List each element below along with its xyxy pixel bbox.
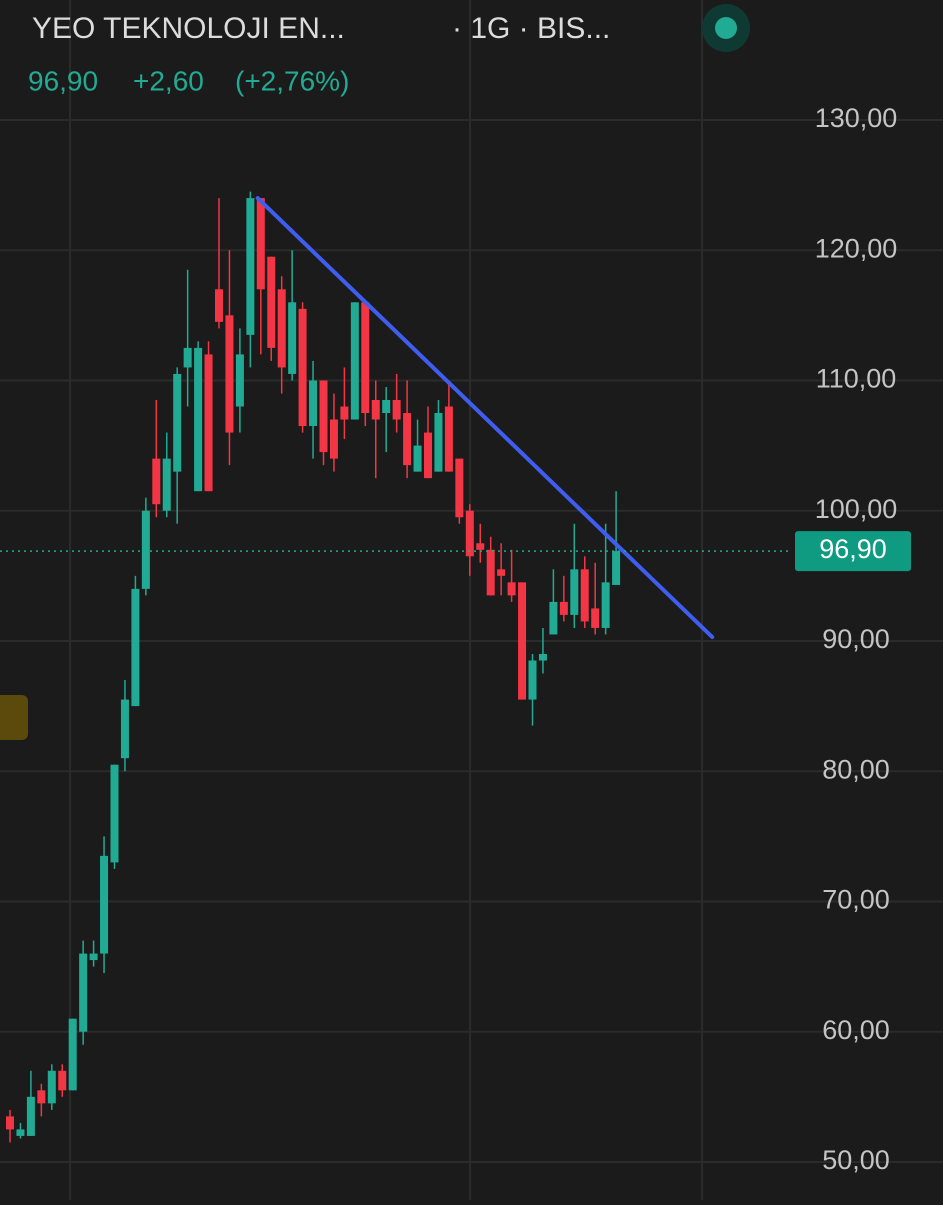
candle-body <box>601 582 610 628</box>
candle-body <box>235 354 244 407</box>
candle-body <box>538 653 547 661</box>
candle-body <box>183 347 192 368</box>
candle-body <box>79 953 88 1032</box>
y-tick-label: 70,00 <box>822 885 890 915</box>
candle-body <box>570 569 579 615</box>
change: +2,60 <box>133 65 204 96</box>
candle-body <box>246 198 255 335</box>
last-price-box <box>795 531 911 572</box>
y-tick-label: 110,00 <box>816 364 897 394</box>
candle-body <box>319 380 328 453</box>
plot: 50,00 60,00 70,00 80,00 90,00 100,00 110,00 120… <box>0 103 943 1175</box>
candle-body <box>371 400 380 420</box>
candle-body <box>288 302 297 374</box>
candle-body <box>204 354 213 492</box>
candle-body <box>277 289 286 368</box>
candle-body <box>194 347 203 492</box>
y-tick-label: 90,00 <box>822 624 890 654</box>
candle-body <box>47 1070 56 1104</box>
y-tick-label: 100,00 <box>815 494 898 524</box>
candle-body <box>256 198 265 290</box>
symbol: YEO TEKNOLOJI EN... <box>32 12 345 45</box>
candle-body <box>162 458 171 511</box>
candle-body <box>455 458 464 518</box>
candle-body <box>580 569 589 622</box>
side-marker <box>0 695 28 740</box>
interval: · 1G · BIS... <box>452 12 610 45</box>
candle-body <box>361 302 370 414</box>
candle-body <box>434 413 443 472</box>
trendline <box>255 196 715 640</box>
candle-body <box>329 419 338 459</box>
last-price-label: 96,90 <box>819 534 887 564</box>
y-tick-label: 60,00 <box>822 1015 890 1045</box>
candle-body <box>225 315 234 433</box>
y-tick-label: 80,00 <box>822 754 890 784</box>
change-pct: (+2,76%) <box>235 65 349 96</box>
candle-body <box>340 406 349 420</box>
candle-body <box>444 406 453 472</box>
candle-body <box>120 699 129 759</box>
candle-body <box>528 660 537 700</box>
candle-body <box>298 308 307 427</box>
candle-body <box>173 373 182 472</box>
candle-body <box>413 445 422 472</box>
candle-body <box>152 458 161 505</box>
candle-body <box>392 400 401 420</box>
candle-body <box>424 432 432 479</box>
candle-body <box>403 413 412 466</box>
candle-body <box>612 551 621 585</box>
candle-body <box>382 400 391 414</box>
candle-body <box>559 601 568 615</box>
grid <box>69 0 703 1200</box>
candle-body <box>6 1116 14 1130</box>
candle-body <box>68 1018 77 1091</box>
status-dot <box>715 17 737 39</box>
candle-body <box>309 380 318 427</box>
candle-body <box>591 608 600 628</box>
candle-body <box>16 1129 25 1136</box>
candle-body <box>89 953 98 961</box>
y-tick-label: 120,00 <box>815 233 898 263</box>
candle-body <box>549 601 558 635</box>
candle-body <box>100 855 109 954</box>
candle-body <box>497 569 506 576</box>
candle-body <box>141 510 150 589</box>
candle-body <box>215 289 223 322</box>
candle-body <box>350 302 359 420</box>
candle-body <box>507 582 516 596</box>
candle-body <box>37 1090 46 1104</box>
candle-body <box>465 510 474 557</box>
candle-body <box>131 588 140 707</box>
candle-body <box>518 582 527 700</box>
candle-body <box>267 256 276 348</box>
price: 96,90 <box>28 65 98 96</box>
candle-body <box>486 549 495 596</box>
y-tick-label: 130,00 <box>815 103 898 133</box>
y-tick-label: 50,00 <box>822 1145 890 1175</box>
candle-body <box>58 1070 67 1091</box>
candle-body <box>476 543 485 550</box>
candle-body <box>26 1096 35 1136</box>
candle-body <box>110 764 119 863</box>
